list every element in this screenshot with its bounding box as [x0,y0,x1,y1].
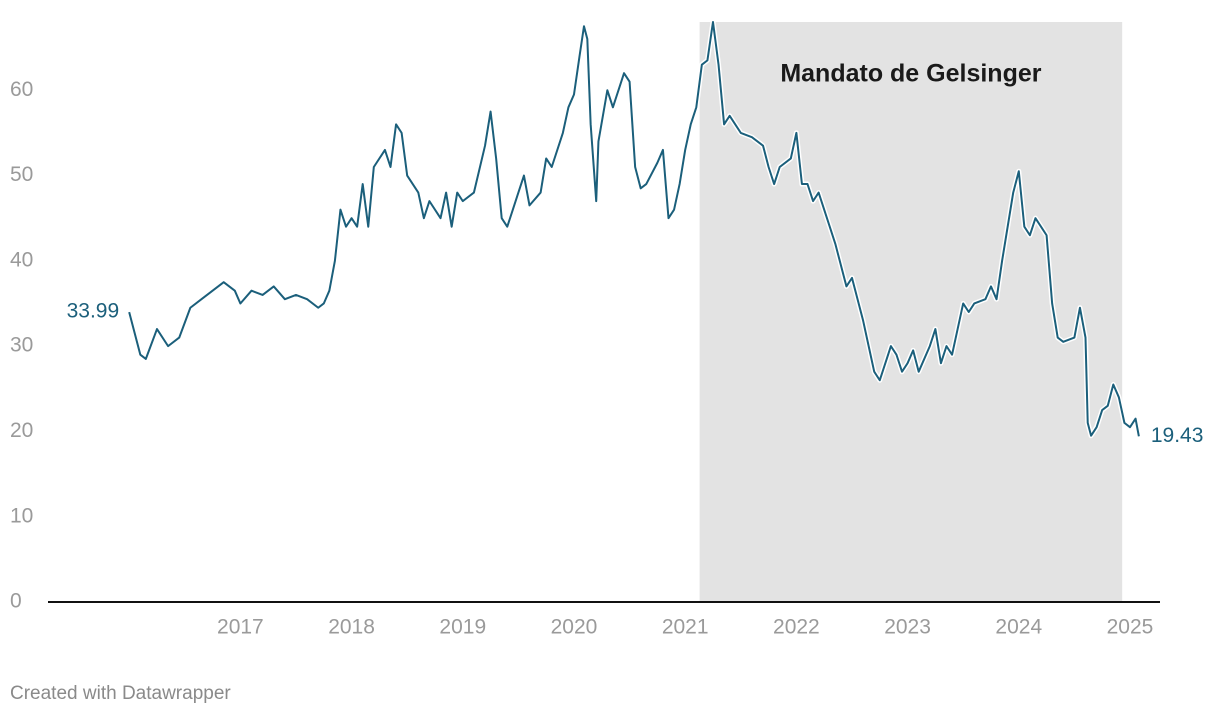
x-tick-label: 2021 [662,616,709,639]
highlight-label: Mandato de Gelsinger [780,60,1041,88]
x-tick-label: 2017 [217,616,264,639]
highlight-span [699,22,1123,602]
x-tick-label: 2022 [773,616,820,639]
x-tick-label: 2025 [1107,616,1154,639]
y-tick-label: 0 [10,590,22,613]
y-tick-label: 50 [10,163,33,186]
y-tick-label: 20 [10,419,33,442]
y-tick-label: 30 [10,334,33,357]
y-tick-label: 10 [10,504,33,527]
x-tick-label: 2019 [439,616,486,639]
end-value-label: 19.43 [1151,424,1204,447]
start-value-label: 33.99 [67,300,120,323]
x-tick-label: 2024 [995,616,1042,639]
y-tick-label: 40 [10,248,33,271]
x-tick-label: 2020 [551,616,598,639]
credit: Created with Datawrapper [10,683,231,704]
x-tick-label: 2023 [884,616,931,639]
y-tick-label: 60 [10,78,33,101]
line [128,21,1140,437]
x-tick-label: 2018 [328,616,375,639]
